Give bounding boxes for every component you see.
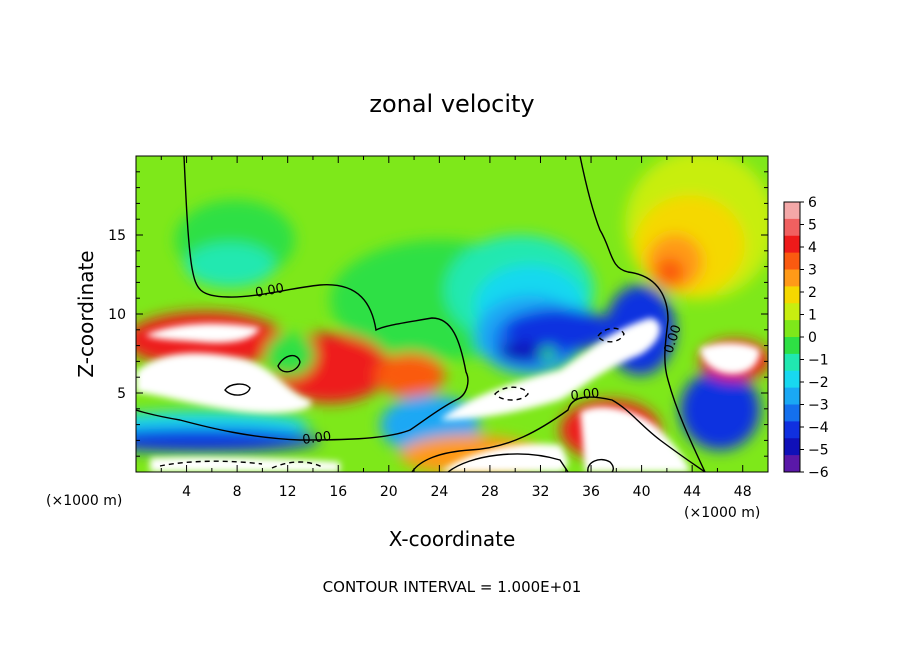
- y-tick-label: 15: [108, 228, 126, 244]
- contour-label: 0.00: [301, 429, 332, 448]
- x-tick-label: 4: [182, 484, 191, 500]
- dashed-contour: [494, 386, 529, 401]
- x-tick-label: 24: [430, 484, 448, 500]
- colorbar-swatch: [784, 337, 800, 355]
- colorbar-swatch: [784, 286, 800, 304]
- y-axis: 5 10 15: [108, 171, 768, 457]
- dashed-contour: [159, 460, 263, 467]
- x-left-unit-label: (×1000 m): [46, 493, 122, 509]
- colorbar-swatch: [784, 235, 800, 254]
- colorbar-tick-label: −3: [808, 398, 829, 414]
- colorbar-tick-label: 0: [808, 330, 817, 346]
- x-tick-label: 16: [329, 484, 347, 500]
- colorbar-tick-label: −6: [808, 465, 829, 481]
- solid-contour-bottom: [447, 453, 569, 472]
- x-axis: 4 8 12 16 20 24 28 32 36 40 44 48: [160, 156, 752, 500]
- contour-lines: [136, 156, 706, 472]
- y-tick-label: 10: [108, 307, 126, 323]
- colorbar: 6 5 4 3 2 1 0 −1 −2 −3 −4 −5 −6: [783, 195, 829, 481]
- dashed-contour: [597, 327, 625, 343]
- colorbar-tick-label: 1: [808, 308, 817, 324]
- contour-label: 0.00: [570, 386, 600, 404]
- contour-label: 0.00: [254, 281, 285, 301]
- dashed-contour: [271, 461, 325, 469]
- colorbar-tick-label: 5: [808, 218, 817, 234]
- colorbar-swatch: [784, 421, 800, 439]
- x-right-unit-label: (×1000 m): [684, 505, 760, 521]
- colorbar-tick-label: 3: [808, 263, 817, 279]
- colorbar-tick-label: −4: [808, 420, 829, 436]
- colorbar-swatch: [784, 218, 800, 237]
- colorbar-swatch: [784, 320, 800, 338]
- x-tick-label: 8: [233, 484, 242, 500]
- colorbar-swatch: [784, 387, 800, 405]
- colorbar-swatch: [784, 438, 800, 456]
- x-tick-label: 36: [582, 484, 600, 500]
- zero-contour-upper: [136, 156, 469, 441]
- x-tick-label: 20: [380, 484, 398, 500]
- small-solid-contour: [277, 355, 301, 373]
- heatmap-field: [136, 156, 768, 472]
- x-tick-label: 12: [279, 484, 297, 500]
- colorbar-tick-label: −2: [808, 375, 829, 391]
- colorbar-tick-label: 2: [808, 285, 817, 301]
- y-axis-label: Z-coordinate: [74, 250, 98, 377]
- colorbar-swatch: [784, 370, 800, 389]
- small-solid-contour: [224, 383, 251, 396]
- colorbar-tick-label: −1: [808, 353, 829, 369]
- colorbar-swatch: [784, 353, 800, 372]
- colorbar-swatch: [784, 252, 800, 270]
- chart-title: zonal velocity: [369, 90, 534, 118]
- solid-contour-bottom-right: [587, 458, 614, 472]
- x-axis-label: X-coordinate: [389, 527, 516, 551]
- x-tick-label: 44: [683, 484, 701, 500]
- colorbar-tick-label: 6: [808, 195, 817, 211]
- colorbar-tick-label: −5: [808, 443, 829, 459]
- x-tick-label: 48: [734, 484, 752, 500]
- colorbar-swatch: [784, 455, 800, 473]
- colorbar-swatch: [784, 269, 800, 287]
- colorbar-tick-label: 4: [808, 240, 817, 256]
- contour-interval-note: CONTOUR INTERVAL = 1.000E+01: [323, 578, 582, 596]
- x-tick-label: 40: [633, 484, 651, 500]
- colorbar-swatch: [784, 303, 800, 321]
- colorbar-swatch: [784, 404, 800, 422]
- x-tick-label: 28: [481, 484, 499, 500]
- zero-contour-center: [579, 156, 706, 472]
- y-tick-label: 5: [117, 386, 126, 402]
- zero-contour-lower: [411, 396, 706, 472]
- colorbar-swatch: [784, 202, 800, 220]
- x-tick-label: 32: [532, 484, 550, 500]
